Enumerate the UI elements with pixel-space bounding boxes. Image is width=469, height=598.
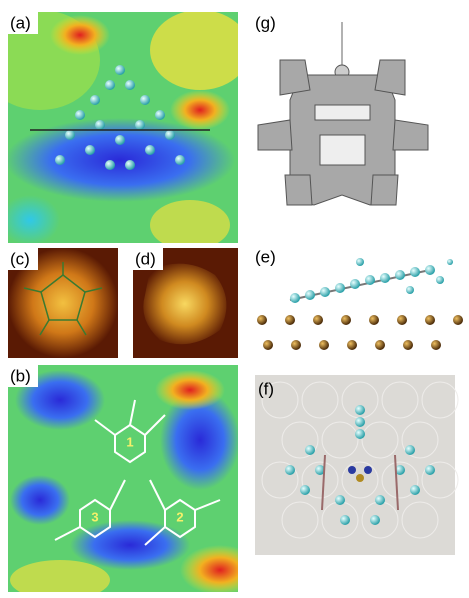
panel-b-image — [8, 365, 260, 598]
panel-label: (f) — [258, 379, 274, 398]
molecule-e — [257, 258, 463, 350]
panel-label: (g) — [255, 13, 276, 32]
molecule-g — [258, 22, 428, 205]
page: (a) (c) (d) 1 2 3 (b) — [0, 0, 469, 598]
figure: (a) (c) (d) 1 2 3 (b) — [0, 0, 469, 598]
panel-label: (c) — [10, 249, 30, 268]
panel-label: (d) — [135, 249, 156, 268]
site-label: 2 — [176, 509, 183, 524]
site-label: 3 — [91, 509, 98, 524]
molecule-d — [143, 264, 226, 345]
panel-f-image — [255, 375, 455, 555]
panel-label: (b) — [10, 366, 31, 385]
panel-label: (e) — [255, 247, 276, 266]
panel-a-image — [0, 10, 250, 250]
site-label: 1 — [126, 434, 133, 449]
panel-label: (a) — [10, 13, 31, 32]
